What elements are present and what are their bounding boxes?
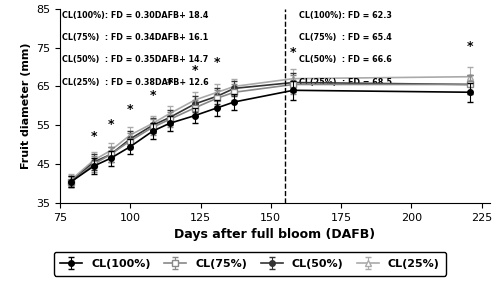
Text: *: *: [290, 46, 296, 59]
Text: *: *: [150, 89, 156, 102]
Y-axis label: Fruit diameter (mm): Fruit diameter (mm): [20, 43, 30, 169]
Text: *: *: [166, 77, 173, 90]
Text: CL(75%)  : FD = 65.4: CL(75%) : FD = 65.4: [298, 33, 392, 42]
Text: CL(75%)  : FD = 0.34DAFB+ 16.1: CL(75%) : FD = 0.34DAFB+ 16.1: [62, 33, 208, 42]
Text: *: *: [90, 130, 97, 143]
Text: CL(100%): FD = 62.3: CL(100%): FD = 62.3: [298, 11, 392, 20]
Text: *: *: [192, 64, 198, 77]
X-axis label: Days after full bloom (DAFB): Days after full bloom (DAFB): [174, 228, 376, 241]
Text: *: *: [467, 40, 473, 53]
Text: CL(25%)  : FD = 0.38DAFB+ 12.6: CL(25%) : FD = 0.38DAFB+ 12.6: [62, 78, 209, 87]
Text: *: *: [214, 56, 220, 69]
Text: CL(25%)  : FD = 68.5: CL(25%) : FD = 68.5: [298, 78, 392, 87]
Text: *: *: [127, 103, 134, 116]
Text: *: *: [108, 118, 114, 131]
Text: CL(50%)  : FD = 66.6: CL(50%) : FD = 66.6: [298, 55, 392, 64]
Text: CL(100%): FD = 0.30DAFB+ 18.4: CL(100%): FD = 0.30DAFB+ 18.4: [62, 11, 208, 20]
Text: CL(50%)  : FD = 0.35DAFB+ 14.7: CL(50%) : FD = 0.35DAFB+ 14.7: [62, 55, 208, 64]
